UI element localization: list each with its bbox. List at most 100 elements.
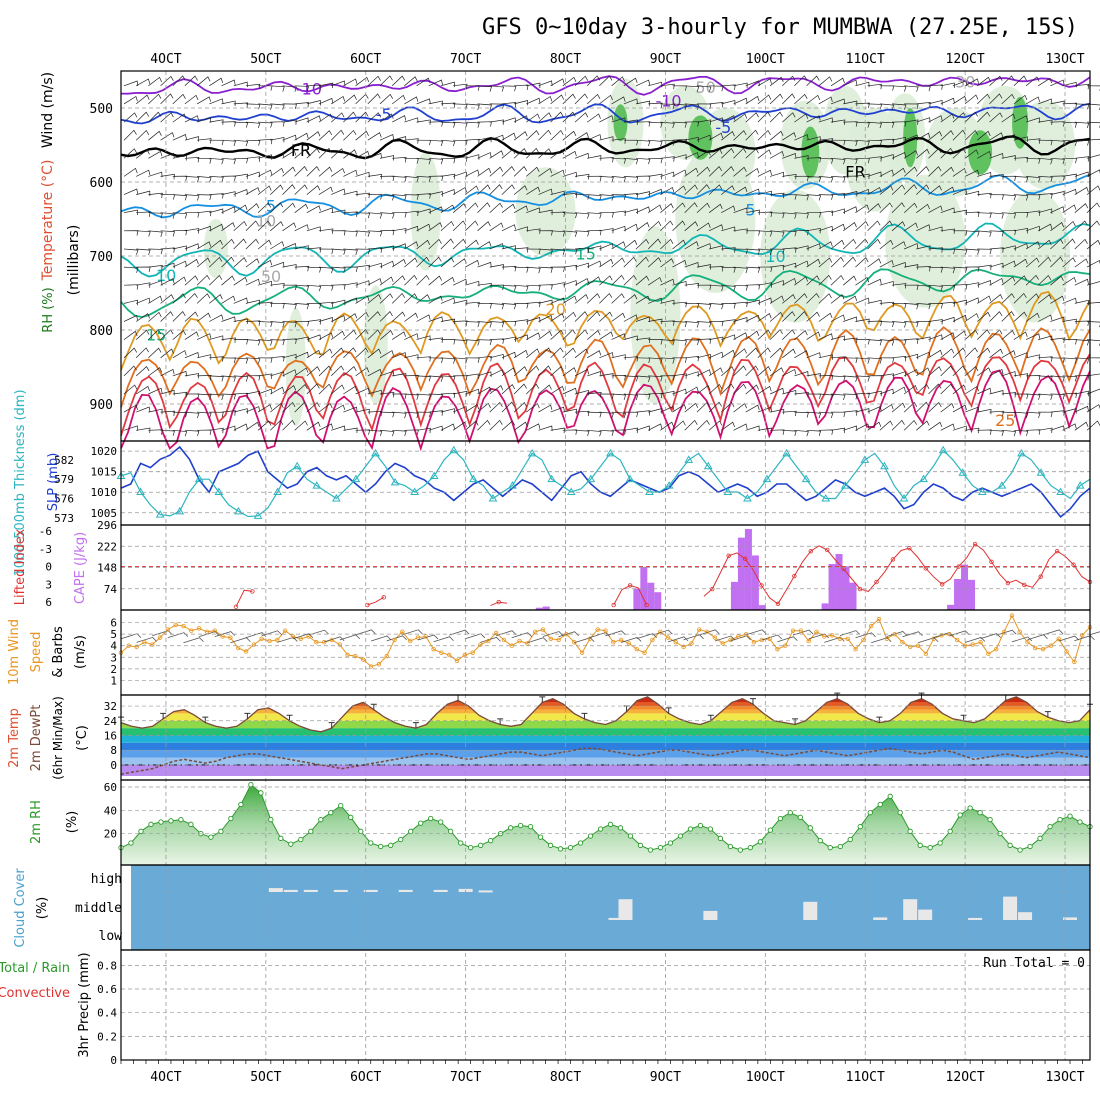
wind-barb bbox=[160, 152, 175, 159]
rh-axis-title: 2m RH bbox=[29, 800, 44, 844]
wind-barb bbox=[270, 386, 285, 395]
wind-barb bbox=[623, 239, 638, 250]
wind-barb bbox=[562, 171, 577, 178]
wind-barb bbox=[1037, 239, 1052, 250]
wind-barb bbox=[501, 85, 517, 92]
wind-barb bbox=[477, 321, 492, 328]
wind-barb bbox=[867, 220, 881, 232]
wind-barb bbox=[1074, 139, 1090, 146]
wind-speed-marker bbox=[611, 640, 616, 645]
wind-barb bbox=[1038, 193, 1053, 199]
cloud-bar bbox=[1018, 912, 1033, 920]
wind-barb bbox=[514, 284, 529, 292]
wind-barb bbox=[989, 75, 1003, 87]
wind-barb bbox=[587, 429, 602, 437]
wind-barb bbox=[379, 113, 394, 123]
run-total-label: Run Total = 0 bbox=[983, 956, 1085, 971]
wind-barb bbox=[184, 75, 198, 87]
wind-speed-marker bbox=[704, 629, 710, 635]
wind-barb bbox=[940, 130, 954, 141]
wind-barb bbox=[209, 176, 224, 183]
wind-barb bbox=[1001, 93, 1015, 105]
thickness-marker bbox=[625, 474, 635, 483]
wind-barb bbox=[1038, 356, 1053, 362]
cloud-bar bbox=[903, 899, 918, 920]
wind-barb bbox=[721, 148, 735, 159]
wind-barb bbox=[684, 241, 699, 250]
wind-barb bbox=[343, 129, 357, 141]
wind-barb bbox=[611, 225, 626, 232]
cape-bar bbox=[954, 578, 962, 610]
wind-barb bbox=[769, 150, 785, 159]
wind-barb bbox=[964, 111, 978, 123]
wind-barb bbox=[806, 429, 822, 436]
wind-barb bbox=[294, 102, 310, 108]
wind-barb bbox=[1025, 76, 1040, 87]
wind-barb bbox=[964, 297, 980, 304]
wind-barb bbox=[562, 130, 577, 141]
cape-bar bbox=[744, 529, 752, 610]
wind-barb bbox=[855, 102, 870, 109]
wind-barb bbox=[294, 384, 308, 395]
rh-marker bbox=[837, 843, 843, 850]
rh-marker bbox=[1007, 842, 1013, 848]
wind-barb bbox=[708, 401, 722, 413]
thickness-marker bbox=[703, 461, 713, 470]
wind-speed-marker bbox=[407, 638, 413, 644]
wind-barb bbox=[891, 386, 906, 395]
wind-barb bbox=[538, 95, 553, 105]
rh-marker bbox=[757, 839, 763, 845]
wind-barb bbox=[879, 404, 894, 413]
wind-barb bbox=[611, 76, 625, 87]
wind-barb bbox=[660, 121, 675, 129]
wind-barb bbox=[623, 193, 639, 199]
wind-barb bbox=[562, 429, 578, 435]
wind-barb bbox=[940, 383, 954, 395]
wind-barb bbox=[513, 226, 529, 232]
wind-barb bbox=[440, 297, 456, 304]
thickness-tick-label: 579 bbox=[54, 473, 74, 486]
wind-barb bbox=[1038, 393, 1053, 401]
x-tick-label-bottom: 5OCT bbox=[250, 1070, 281, 1085]
wind-barb bbox=[818, 274, 832, 286]
wind-barb bbox=[294, 284, 310, 291]
wind-speed-marker bbox=[790, 628, 796, 633]
wind-barb bbox=[928, 284, 943, 292]
rh-shading bbox=[675, 145, 756, 293]
wind-barb bbox=[708, 351, 724, 359]
rh-shading bbox=[1015, 100, 1076, 190]
wind-barb bbox=[721, 319, 736, 325]
wind-barb bbox=[1013, 157, 1029, 163]
wind-barb bbox=[1074, 121, 1090, 129]
wind-barb bbox=[1074, 339, 1090, 346]
wind-barb bbox=[331, 314, 346, 322]
wind-barb bbox=[367, 368, 382, 377]
thickness-axis-title: 1000-500mb Thickness (dm) bbox=[13, 389, 28, 576]
wind-speed-marker bbox=[525, 641, 530, 646]
wind-barb bbox=[196, 293, 211, 304]
wind-barb bbox=[879, 301, 895, 308]
wind-barb bbox=[708, 383, 723, 395]
wind-barb bbox=[757, 94, 772, 105]
wind-barb bbox=[757, 297, 772, 304]
wind-barb bbox=[964, 385, 979, 395]
wind-barb bbox=[940, 186, 955, 195]
wind-barb bbox=[355, 212, 371, 219]
wind-barb bbox=[830, 98, 846, 105]
wind-barb bbox=[733, 207, 748, 214]
wind-barb bbox=[745, 314, 760, 322]
wind-barb bbox=[843, 191, 858, 197]
rh-marker bbox=[587, 833, 594, 839]
wind-barb bbox=[258, 121, 273, 128]
wind-barb bbox=[1062, 188, 1077, 195]
wind-barb bbox=[209, 294, 223, 304]
isotherm-line bbox=[120, 369, 1091, 452]
wind-barb bbox=[440, 276, 455, 286]
wind-barb bbox=[818, 225, 833, 232]
rh-tick-label: 40 bbox=[104, 804, 117, 817]
wind-barb bbox=[648, 102, 663, 108]
wind-barb bbox=[940, 113, 955, 123]
wind-barb bbox=[843, 139, 858, 147]
cloud-axis-title: Cloud Cover bbox=[13, 868, 28, 948]
cape-bar bbox=[737, 537, 745, 610]
